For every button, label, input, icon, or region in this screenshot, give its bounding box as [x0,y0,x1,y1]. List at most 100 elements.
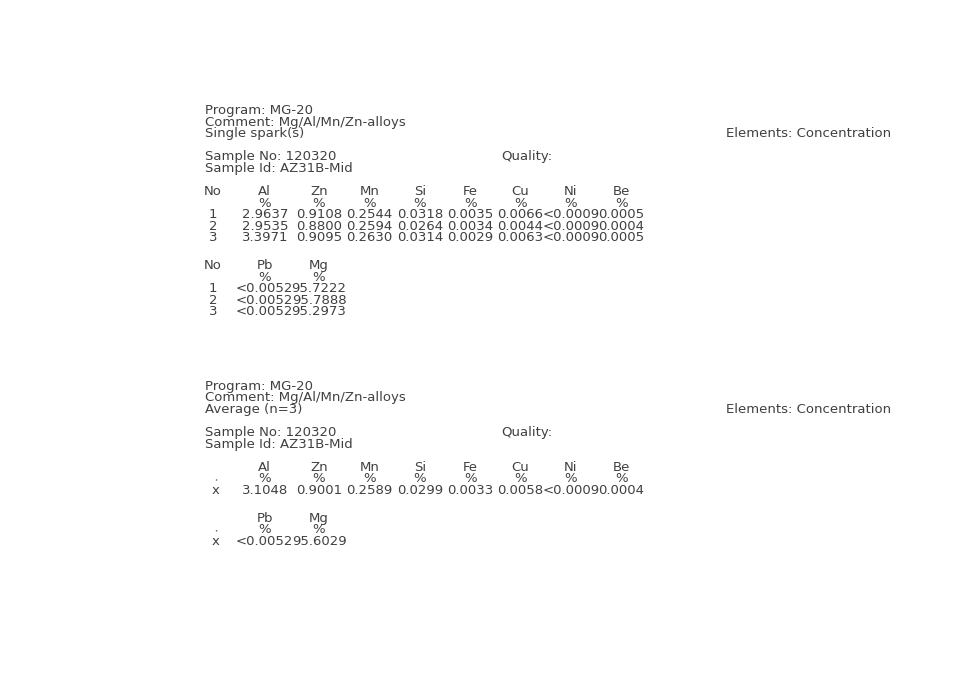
Text: 2: 2 [209,220,218,233]
Text: x: x [212,535,219,548]
Text: %: % [564,473,577,485]
Text: Cu: Cu [512,185,529,198]
Text: Pb: Pb [256,512,273,525]
Text: 0.9095: 0.9095 [296,231,342,244]
Text: Si: Si [414,461,426,474]
Text: 3.1048: 3.1048 [242,484,287,497]
Text: 0.9001: 0.9001 [296,484,342,497]
Text: Sample No: 120320: Sample No: 120320 [205,151,336,164]
Text: 0.0314: 0.0314 [396,231,443,244]
Text: Sample Id: AZ31B-Mid: Sample Id: AZ31B-Mid [205,437,352,451]
Text: %: % [258,523,271,536]
Text: 0.0033: 0.0033 [447,484,493,497]
Text: <0.0009: <0.0009 [543,208,599,221]
Text: %: % [515,197,527,210]
Text: Sample Id: AZ31B-Mid: Sample Id: AZ31B-Mid [205,162,352,175]
Text: Ni: Ni [564,185,578,198]
Text: Sample No: 120320: Sample No: 120320 [205,426,336,439]
Text: %: % [464,473,477,485]
Text: <0.0052: <0.0052 [236,305,293,318]
Text: Zn: Zn [310,185,328,198]
Text: <0.0052: <0.0052 [236,293,293,307]
Text: 2.9637: 2.9637 [242,208,288,221]
Text: <0.0052: <0.0052 [236,535,293,548]
Text: 3: 3 [209,231,218,244]
Text: Quality:: Quality: [501,426,552,439]
Text: %: % [515,473,527,485]
Text: Mg: Mg [309,259,329,272]
Text: Fe: Fe [462,185,478,198]
Text: Al: Al [258,461,271,474]
Text: 0.0005: 0.0005 [598,208,645,221]
Text: Al: Al [258,185,271,198]
Text: Program: MG-20: Program: MG-20 [205,104,313,117]
Text: Fe: Fe [462,461,478,474]
Text: 0.0066: 0.0066 [497,208,544,221]
Text: <0.0052: <0.0052 [236,282,293,295]
Text: Be: Be [613,185,630,198]
Text: 0.0264: 0.0264 [397,220,443,233]
Text: %: % [363,473,376,485]
Text: %: % [313,197,325,210]
Text: Elements: Concentration: Elements: Concentration [726,127,891,141]
Text: Mg: Mg [309,512,329,525]
Text: %: % [414,197,426,210]
Text: 0.2630: 0.2630 [347,231,392,244]
Text: Cu: Cu [512,461,529,474]
Text: %: % [258,197,271,210]
Text: 0.0044: 0.0044 [497,220,544,233]
Text: %: % [258,270,271,283]
Text: %: % [313,523,325,536]
Text: 0.0004: 0.0004 [598,220,644,233]
Text: <0.0009: <0.0009 [543,484,599,497]
Text: 95.7888: 95.7888 [291,293,347,307]
Text: Quality:: Quality: [501,151,552,164]
Text: Comment: Mg/Al/Mn/Zn-alloys: Comment: Mg/Al/Mn/Zn-alloys [205,116,406,128]
Text: 0.0299: 0.0299 [397,484,443,497]
Text: 0.0318: 0.0318 [396,208,443,221]
Text: Program: MG-20: Program: MG-20 [205,380,313,393]
Text: Elements: Concentration: Elements: Concentration [726,403,891,416]
Text: 0.2589: 0.2589 [347,484,392,497]
Text: Be: Be [613,461,630,474]
Text: 95.2973: 95.2973 [291,305,347,318]
Text: No: No [204,185,221,198]
Text: 0.8800: 0.8800 [296,220,342,233]
Text: 95.7222: 95.7222 [291,282,347,295]
Text: Comment: Mg/Al/Mn/Zn-alloys: Comment: Mg/Al/Mn/Zn-alloys [205,391,406,404]
Text: 2: 2 [209,293,218,307]
Text: x: x [212,484,219,497]
Text: %: % [313,270,325,283]
Text: 1: 1 [209,282,218,295]
Text: Ni: Ni [564,461,578,474]
Text: %: % [464,197,477,210]
Text: 0.0034: 0.0034 [447,220,493,233]
Text: 0.0004: 0.0004 [598,484,644,497]
Text: Si: Si [414,185,426,198]
Text: <0.0009: <0.0009 [543,220,599,233]
Text: <0.0009: <0.0009 [543,231,599,244]
Text: 0.0005: 0.0005 [598,231,645,244]
Text: Single spark(s): Single spark(s) [205,127,304,141]
Text: 95.6029: 95.6029 [291,535,347,548]
Text: %: % [414,473,426,485]
Text: %: % [615,197,627,210]
Text: %: % [313,473,325,485]
Text: 3.3971: 3.3971 [242,231,288,244]
Text: No: No [204,259,221,272]
Text: 0.0035: 0.0035 [447,208,493,221]
Text: Pb: Pb [256,259,273,272]
Text: 0.0029: 0.0029 [447,231,493,244]
Text: 0.0063: 0.0063 [497,231,544,244]
Text: 0.2594: 0.2594 [347,220,392,233]
Text: 0.9108: 0.9108 [296,208,342,221]
Text: Average (n=3): Average (n=3) [205,403,302,416]
Text: Mn: Mn [359,185,380,198]
Text: 0.2544: 0.2544 [347,208,392,221]
Text: %: % [564,197,577,210]
Text: %: % [363,197,376,210]
Text: Mn: Mn [359,461,380,474]
Text: 1: 1 [209,208,218,221]
Text: %: % [615,473,627,485]
Text: 0.0058: 0.0058 [497,484,544,497]
